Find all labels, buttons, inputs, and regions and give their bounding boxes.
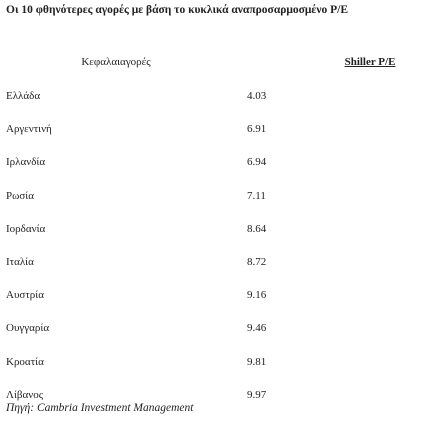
market-name: Ιρλανδία xyxy=(6,156,46,169)
pe-value: 8.64 xyxy=(247,222,267,235)
market-name: Ουγγαρία xyxy=(6,322,50,335)
market-name: Ελλάδα xyxy=(6,90,41,102)
pe-value: 4.03 xyxy=(247,90,267,102)
column-header: Κεφαλαιαγορές xyxy=(81,56,151,68)
market-name: Ιταλία xyxy=(6,256,34,268)
pe-value: 8.72 xyxy=(247,256,267,268)
market-name: Κροατία xyxy=(6,355,44,368)
pe-value: 9.46 xyxy=(247,322,267,335)
pe-value: 7.11 xyxy=(247,189,266,202)
pe-value: 6.94 xyxy=(247,156,267,169)
pe-value: 9.16 xyxy=(247,289,267,302)
source: Πηγή: Cambria Investment Management xyxy=(6,402,194,414)
pe-value: 9.81 xyxy=(247,355,267,368)
pe-value: 9.97 xyxy=(247,388,267,401)
market-name: Λίβανος xyxy=(6,388,44,401)
market-name: Αργεντινή xyxy=(6,123,52,136)
market-name: Ιορδανία xyxy=(6,222,46,235)
title: Οι 10 φθηνότερες αγορές με βάση το κυκλι… xyxy=(6,4,348,16)
pe-value: 6.91 xyxy=(247,123,267,136)
market-name: Αυστρία xyxy=(6,289,44,302)
market-name: Ρωσία xyxy=(6,189,35,202)
column-header: Shiller P/E xyxy=(344,56,396,68)
